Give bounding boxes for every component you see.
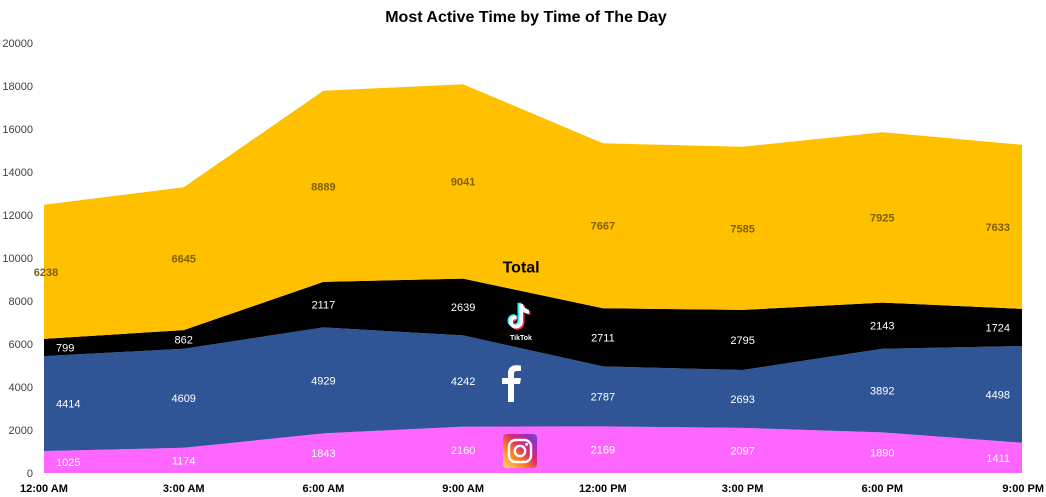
facebook-icon — [490, 362, 532, 402]
y-tick-label: 16000 — [2, 124, 33, 136]
data-label: 3892 — [870, 386, 894, 398]
y-tick-label: 6000 — [9, 339, 33, 351]
y-tick-label: 12000 — [2, 210, 33, 222]
y-tick-label: 14000 — [2, 167, 33, 179]
data-label: 1174 — [172, 455, 196, 467]
series-name-label: Total — [503, 260, 540, 277]
data-label: 6238 — [34, 267, 58, 279]
x-tick-label: 9:00 AM — [442, 483, 484, 495]
data-label: 2160 — [451, 445, 475, 457]
data-label: 2639 — [451, 302, 475, 314]
x-tick-label: 6:00 AM — [303, 483, 345, 495]
instagram-icon — [503, 434, 537, 468]
y-tick-label: 0 — [27, 468, 33, 480]
x-tick-label: 3:00 AM — [163, 483, 205, 495]
data-label: 2097 — [730, 446, 754, 458]
data-label: 9041 — [451, 176, 475, 188]
y-tick-label: 2000 — [9, 425, 33, 437]
data-labels: 1025 1174 1843 2160 2169 2097 1890 1411 4414 4609… — [34, 176, 1010, 469]
y-axis: 0 2000 4000 6000 8000 10000 12000 14000 16000 180… — [2, 38, 33, 480]
y-tick-label: 20000 — [2, 38, 33, 50]
data-label: 2693 — [730, 394, 754, 406]
data-label: 7925 — [870, 212, 894, 224]
area-series-3 — [44, 84, 1022, 339]
data-label: 4609 — [171, 393, 195, 405]
data-label: 799 — [56, 343, 74, 355]
chart-title: Most Active Time by Time of The Day — [385, 9, 667, 26]
data-label: 7633 — [986, 222, 1010, 234]
data-label: 8889 — [311, 181, 335, 193]
data-label: 4929 — [311, 375, 335, 387]
x-tick-label: 12:00 AM — [20, 483, 68, 495]
data-label: 4242 — [451, 376, 475, 388]
data-label: 2787 — [591, 391, 615, 403]
data-label: 1025 — [56, 457, 80, 469]
svg-text:TikTok: TikTok — [510, 335, 532, 342]
data-label: 4498 — [986, 389, 1010, 401]
y-tick-label: 4000 — [9, 382, 33, 394]
data-label: 1411 — [986, 453, 1010, 465]
data-label: 7667 — [591, 221, 615, 233]
y-tick-label: 8000 — [9, 296, 33, 308]
data-label: 4414 — [56, 399, 80, 411]
y-tick-label: 18000 — [2, 81, 33, 93]
data-label: 1890 — [870, 448, 894, 460]
x-tick-label: 9:00 PM — [1002, 483, 1044, 495]
area-layers — [44, 84, 1022, 473]
platform-icons: TikTok — [490, 302, 537, 468]
data-label: 2711 — [591, 332, 615, 344]
x-axis: 12:00 AM 3:00 AM 6:00 AM 9:00 AM 12:00 PM 3:0… — [20, 483, 1044, 495]
data-label: 6645 — [171, 254, 195, 266]
x-tick-label: 3:00 PM — [722, 483, 764, 495]
x-tick-label: 6:00 PM — [861, 483, 903, 495]
data-label: 1724 — [986, 322, 1010, 334]
area-series-1 — [44, 327, 1022, 451]
tiktok-icon: TikTok — [507, 302, 532, 342]
data-label: 7585 — [730, 223, 754, 235]
data-label: 862 — [175, 334, 193, 346]
data-label: 2117 — [312, 300, 336, 312]
x-tick-label: 12:00 PM — [579, 483, 627, 495]
y-tick-label: 10000 — [2, 253, 33, 265]
data-label: 2169 — [591, 445, 615, 457]
data-label: 1843 — [311, 448, 335, 460]
data-label: 2143 — [870, 321, 894, 333]
area-series-2 — [44, 278, 1022, 370]
data-label: 2795 — [730, 335, 754, 347]
